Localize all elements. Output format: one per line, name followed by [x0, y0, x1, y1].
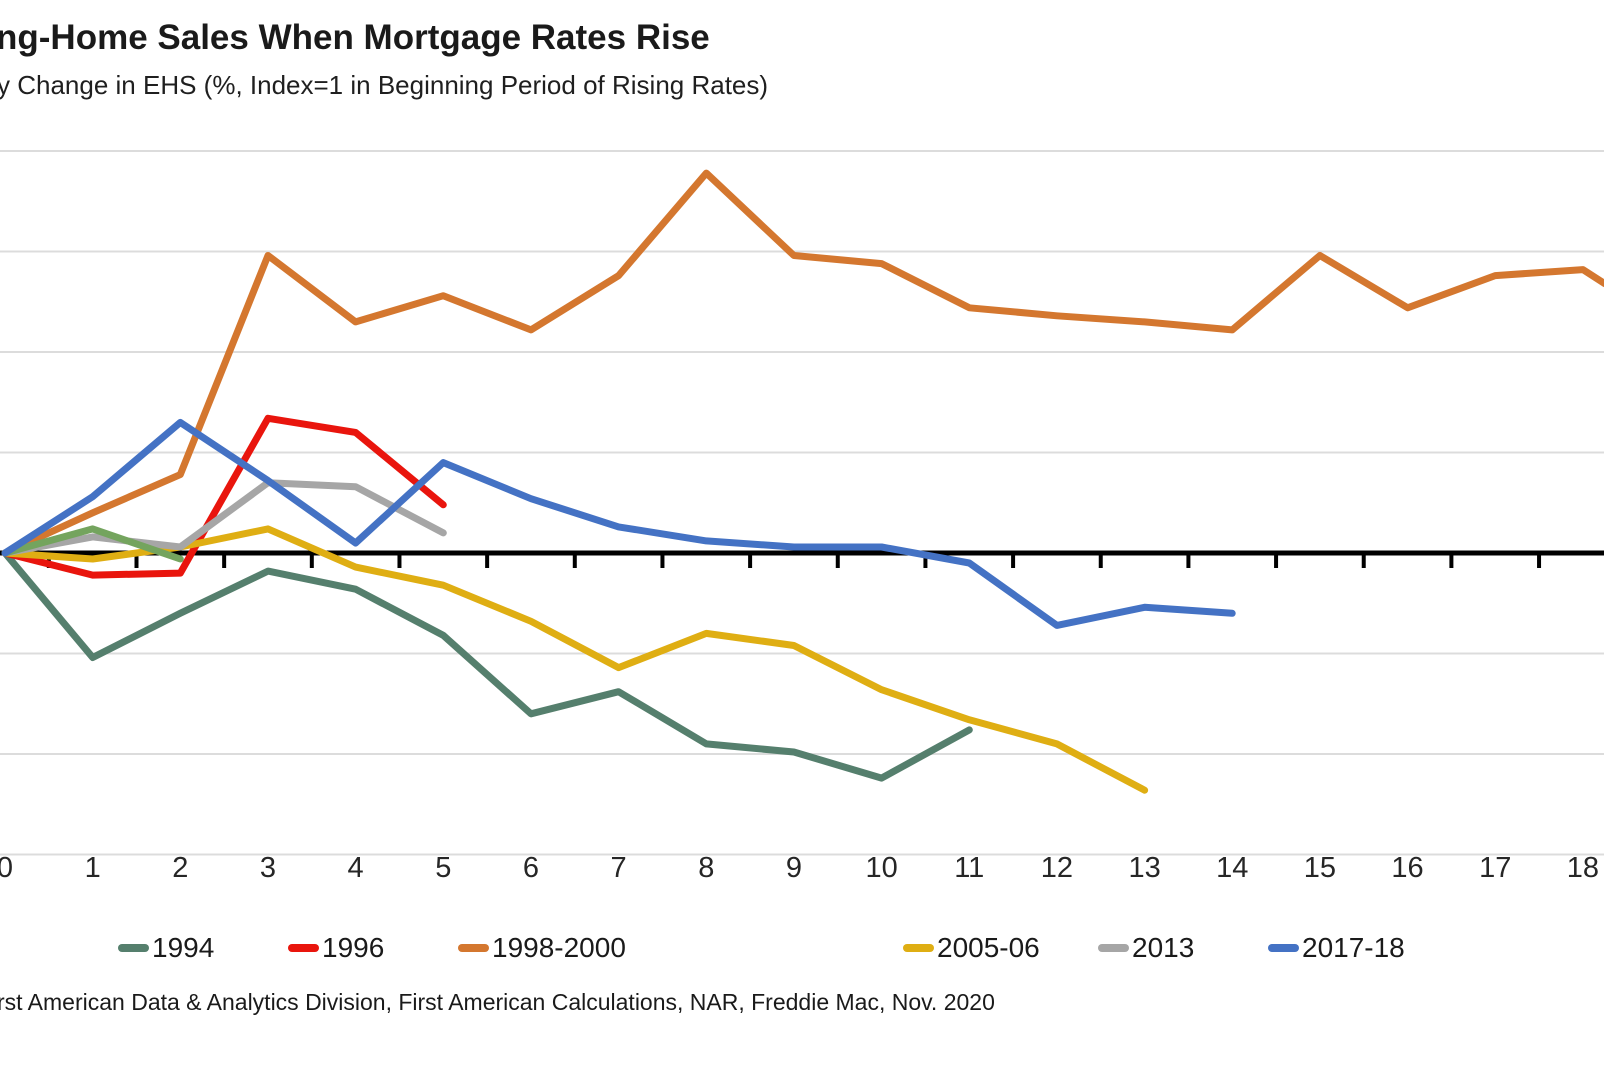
legend-swatch-1996 [288, 944, 319, 952]
legend-item-2005-06: 2005-06 [903, 929, 1040, 967]
x-axis-label-6: 6 [522, 852, 540, 884]
legend-label: 1996 [322, 932, 385, 963]
legend-label: 1994 [152, 932, 215, 963]
x-axis-label-0: 0 [0, 852, 14, 884]
legend-label: 2017-18 [1302, 932, 1405, 963]
series-line-1996 [1, 414, 447, 579]
series-line-1994 [1, 549, 973, 782]
legend-item-1996: 1996 [288, 929, 384, 967]
x-axis-label-16: 16 [1391, 852, 1424, 884]
x-axis-label-8: 8 [698, 852, 715, 884]
legend-swatch-1994 [118, 944, 149, 952]
series-line-2017-18 [1, 418, 1236, 629]
x-axis-label-4: 4 [347, 852, 364, 884]
x-axis-label-3: 3 [259, 852, 277, 884]
chart-subtitle: y Change in EHS (%, Index=1 in Beginning… [0, 70, 769, 100]
legend-label: 2005-06 [937, 932, 1040, 963]
legend-label: 1998-2000 [492, 932, 626, 963]
x-axis-label-11: 11 [954, 852, 985, 884]
legend-item-2017-18: 2017-18 [1268, 929, 1405, 967]
chart-title: ng-Home Sales When Mortgage Rates Rise [0, 18, 710, 57]
legend-swatch-2017-18 [1268, 944, 1299, 952]
x-axis-label-14: 14 [1216, 852, 1249, 884]
legend-swatch-2013 [1098, 944, 1129, 952]
x-axis-label-7: 7 [610, 852, 627, 884]
legend-swatch-2005-06 [903, 944, 934, 952]
series-line-2013 [1, 479, 447, 557]
series-line-unlabeled [1, 525, 184, 563]
legend-item-1994: 1994 [118, 929, 214, 967]
x-axis-label-9: 9 [785, 852, 802, 884]
legend-item-1998-2000: 1998-2000 [458, 929, 626, 967]
legend-label: 2013 [1132, 932, 1195, 963]
legend-item-2013: 2013 [1098, 929, 1194, 967]
x-axis-label-10: 10 [865, 852, 898, 884]
x-axis-label-15: 15 [1303, 852, 1337, 884]
series-line-1998-2000 [1, 169, 1604, 557]
x-axis-label-12: 12 [1040, 852, 1074, 884]
x-axis-label-5: 5 [435, 852, 452, 884]
source-note: rst American Data & Analytics Division, … [0, 989, 995, 1015]
x-axis-label-1: 1 [84, 852, 101, 884]
series-line-2005-06 [1, 525, 1149, 794]
x-axis-label-13: 13 [1128, 852, 1161, 884]
x-axis-label-17: 17 [1479, 852, 1512, 884]
x-axis-label-2: 2 [172, 852, 189, 884]
legend-swatch-1998-2000 [458, 944, 489, 952]
x-axis-label-18: 18 [1566, 852, 1599, 884]
